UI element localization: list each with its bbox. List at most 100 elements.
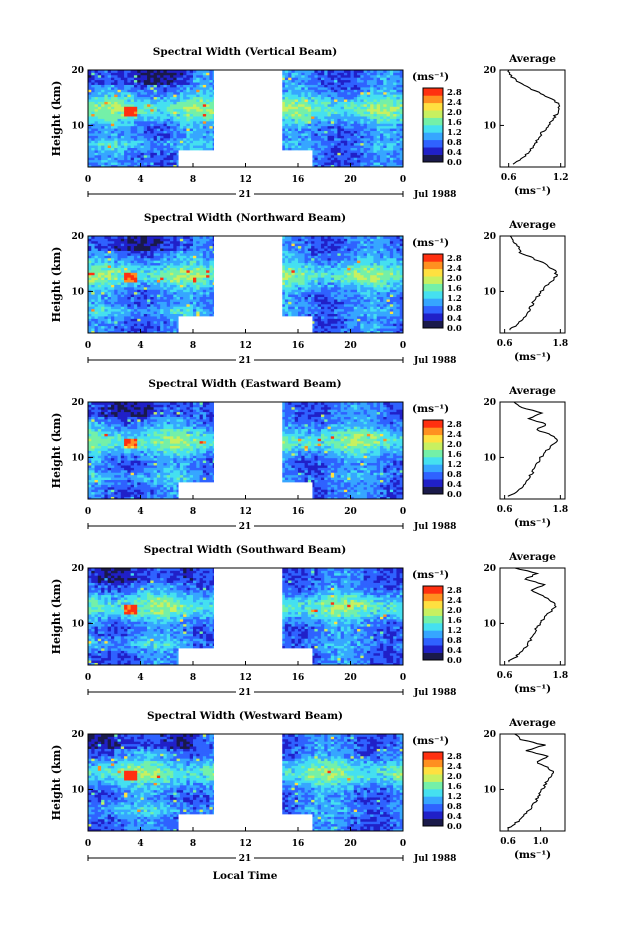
- heatmap-cell: [353, 96, 358, 100]
- heatmap-cell: [147, 269, 151, 273]
- heatmap-cell: [156, 135, 161, 139]
- heatmap-cell: [91, 74, 95, 78]
- heatmap-cell: [143, 325, 148, 329]
- heatmap-cell: [383, 72, 387, 76]
- heatmap-cell: [133, 128, 138, 132]
- heatmap-cell: [166, 157, 171, 161]
- heatmap-cell: [163, 145, 168, 148]
- heatmap-cell: [156, 286, 161, 290]
- heatmap-cell: [170, 79, 174, 83]
- heatmap-cell: [307, 120, 312, 124]
- heatmap-cell: [340, 130, 345, 134]
- heatmap-cell: [110, 316, 115, 319]
- heatmap-cell: [337, 89, 342, 93]
- heatmap-cell: [91, 152, 95, 156]
- heatmap-cell: [340, 94, 345, 98]
- heatmap-cell: [399, 123, 404, 127]
- heatmap-cell: [380, 70, 384, 73]
- heatmap-cell: [166, 255, 171, 259]
- heatmap-cell: [127, 272, 132, 276]
- heatmap-cell: [393, 106, 397, 110]
- heatmap-cell: [189, 140, 194, 144]
- heatmap-cell: [124, 70, 128, 73]
- heatmap-cell: [393, 150, 397, 153]
- heatmap-cell: [170, 265, 174, 268]
- heatmap-cell: [170, 125, 174, 129]
- heatmap-cell: [104, 125, 109, 129]
- heatmap-cell: [166, 282, 171, 285]
- heatmap-cell: [91, 135, 95, 139]
- heatmap-cell: [88, 84, 92, 88]
- heatmap-cell: [298, 120, 302, 124]
- heatmap-cell: [114, 279, 118, 283]
- heatmap-cell: [196, 108, 200, 112]
- heatmap-cell: [137, 272, 141, 276]
- heatmap-cell: [94, 282, 99, 285]
- heatmap-cell: [347, 118, 351, 122]
- heatmap-cell: [110, 130, 115, 134]
- heatmap-cell: [120, 120, 125, 124]
- heatmap-cell: [386, 116, 391, 119]
- heatmap-cell: [107, 137, 112, 141]
- heatmap-cell: [170, 236, 174, 239]
- heatmap-cell: [101, 308, 105, 312]
- heatmap-cell: [294, 74, 299, 78]
- heatmap-cell: [140, 154, 145, 158]
- heatmap-cell: [343, 150, 348, 153]
- heatmap-cell: [170, 74, 174, 78]
- heatmap-cell: [376, 125, 381, 129]
- heatmap-cell: [340, 86, 345, 90]
- heatmap-cell: [173, 323, 177, 327]
- heatmap-cell: [91, 299, 95, 302]
- heatmap-cell: [399, 154, 404, 158]
- heatmap-cell: [160, 301, 164, 305]
- heatmap-cell: [104, 128, 109, 132]
- heatmap-cell: [143, 130, 148, 134]
- heatmap-cell: [202, 125, 207, 129]
- heatmap-cell: [110, 248, 115, 251]
- heatmap-cell: [147, 301, 151, 305]
- heatmap-cell: [170, 145, 174, 148]
- heatmap-cell: [196, 113, 200, 117]
- heatmap-cell: [389, 116, 394, 119]
- heatmap-cell: [120, 286, 125, 290]
- heatmap-cell: [284, 89, 289, 93]
- heatmap-cell: [160, 330, 164, 334]
- heatmap-cell: [370, 111, 374, 115]
- heatmap-cell: [320, 147, 325, 151]
- heatmap-cell: [193, 86, 197, 90]
- heatmap-cell: [366, 125, 371, 129]
- heatmap-cell: [386, 106, 391, 110]
- heatmap-cell: [373, 120, 378, 124]
- heatmap-cell: [206, 116, 210, 119]
- heatmap-cell: [104, 279, 109, 283]
- heatmap-cell: [363, 147, 368, 151]
- heatmap-cell: [186, 142, 191, 146]
- heatmap-cell: [130, 135, 135, 139]
- heatmap-cell: [107, 236, 112, 239]
- heatmap-cell: [370, 137, 374, 141]
- heatmap-cell: [150, 164, 155, 168]
- heatmap-cell: [284, 125, 289, 129]
- heatmap-cell: [170, 86, 174, 90]
- heatmap-cell: [347, 120, 351, 124]
- heatmap-cell: [101, 245, 105, 249]
- heatmap-cell: [114, 91, 118, 95]
- heatmap-cell: [347, 79, 351, 83]
- heatmap-cell: [110, 116, 115, 119]
- heatmap-cell: [357, 113, 361, 117]
- heatmap-cell: [186, 123, 191, 127]
- heatmap-cell: [120, 274, 125, 278]
- heatmap-cell: [150, 125, 155, 129]
- heatmap-cell: [147, 79, 151, 83]
- heatmap-cell: [147, 70, 151, 73]
- heatmap-cell: [298, 77, 302, 81]
- heatmap-cell: [88, 123, 92, 127]
- heatmap-cell: [110, 113, 115, 117]
- heatmap-cell: [350, 152, 355, 156]
- heatmap-cell: [117, 286, 122, 290]
- heatmap-cell: [166, 89, 171, 93]
- heatmap-cell: [370, 74, 374, 78]
- heatmap-cell: [176, 330, 181, 334]
- heatmap-cell: [330, 116, 335, 119]
